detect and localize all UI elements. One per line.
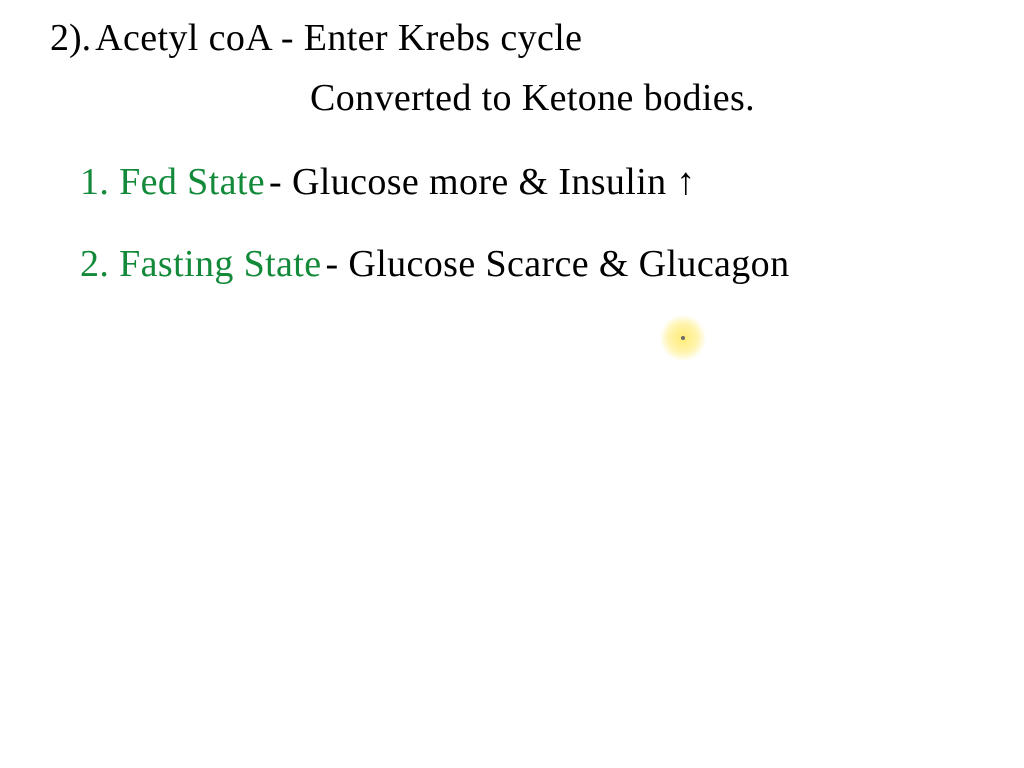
note-line-3: 1. Fed State - Glucose more & Insulin ↑ [80,160,994,204]
note-line-4: 2. Fasting State - Glucose Scarce & Gluc… [80,242,994,286]
line-2-text: Converted to Ketone bodies. [310,77,755,119]
line-1-text: Acetyl coA - Enter Krebs cycle [95,17,582,59]
line-3-lead: 1. Fed State [80,161,265,203]
bullet-2: 2). [50,17,91,59]
line-3-rest: - Glucose more & Insulin ↑ [269,161,696,203]
pointer-highlight-icon [660,315,706,361]
note-line-1: 2). Acetyl coA - Enter Krebs cycle [50,16,994,60]
line-4-lead: 2. Fasting State [80,243,321,285]
note-line-2: Converted to Ketone bodies. [310,76,994,120]
line-4-rest: - Glucose Scarce & Glucagon [325,243,789,285]
